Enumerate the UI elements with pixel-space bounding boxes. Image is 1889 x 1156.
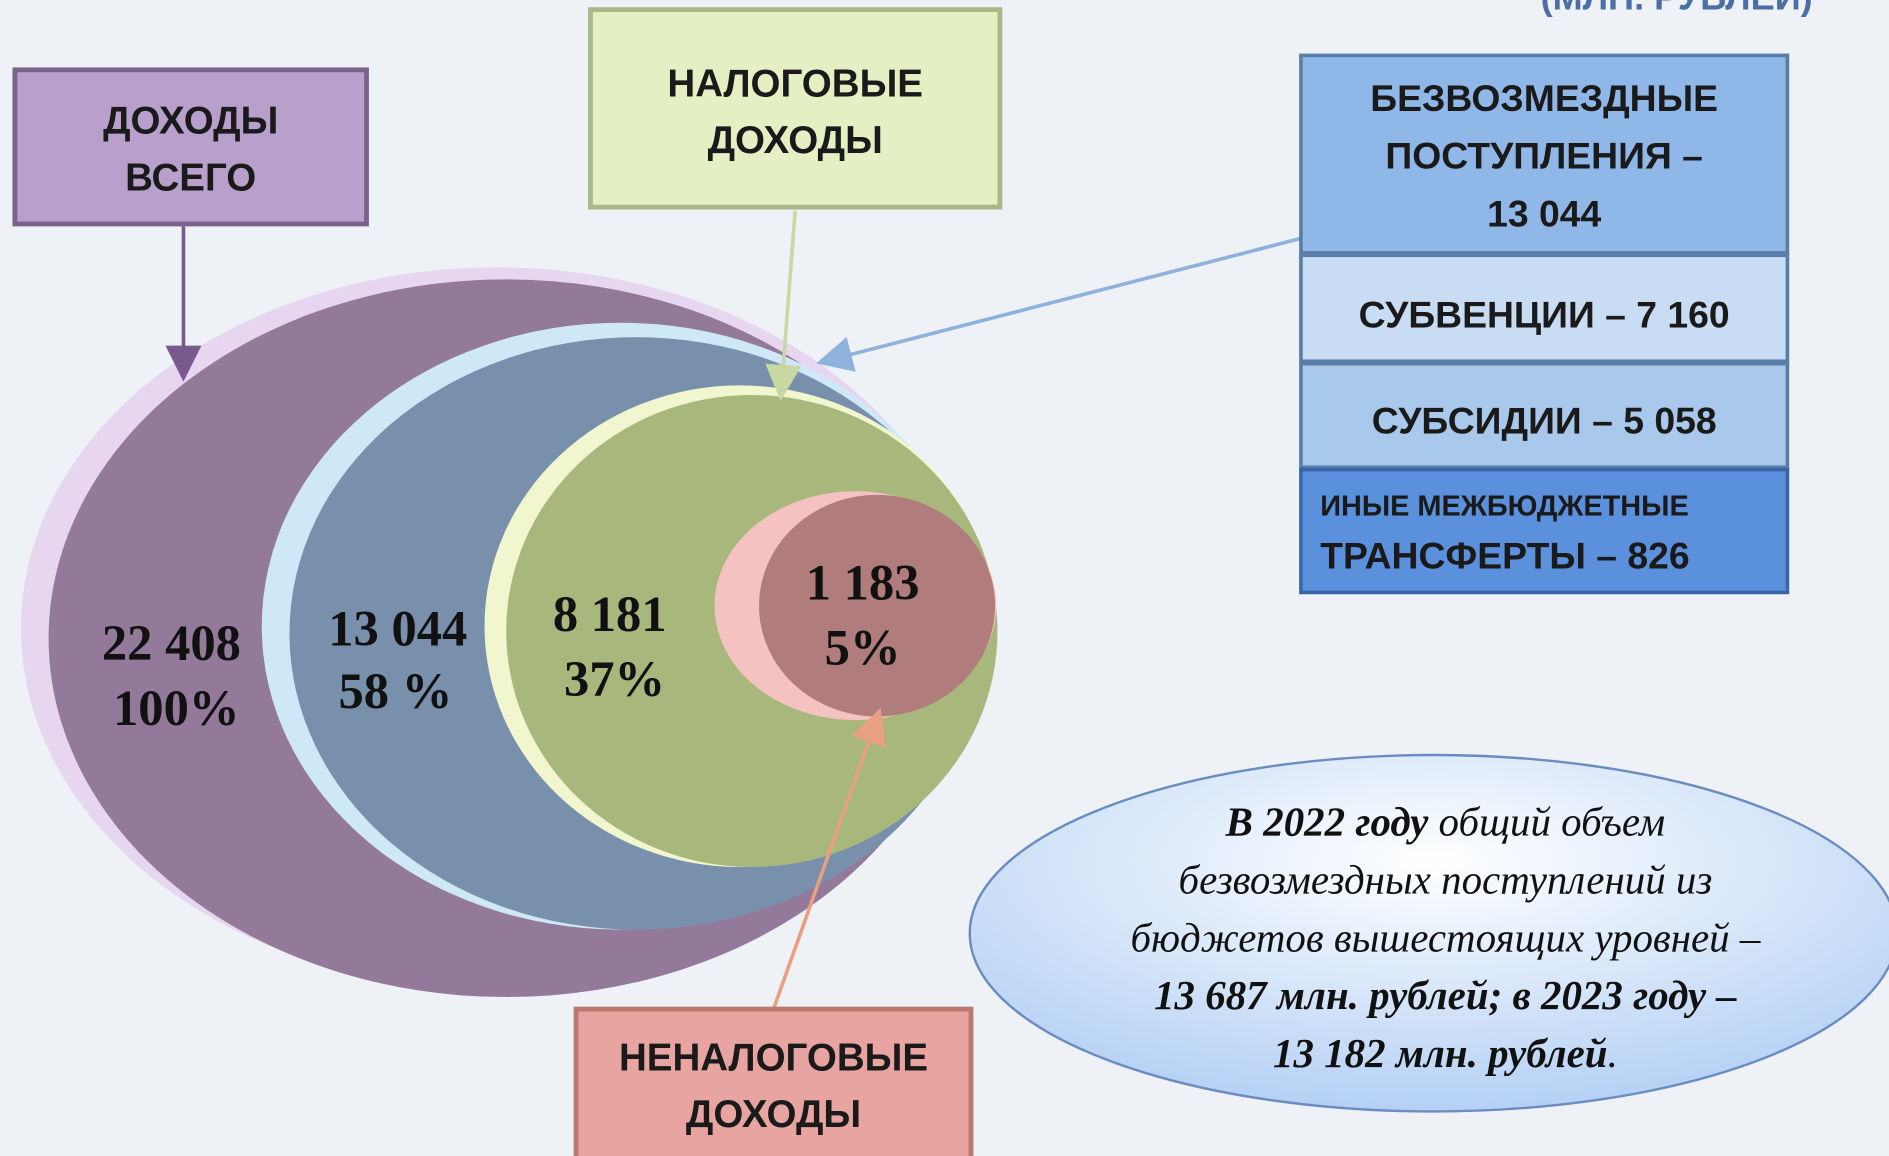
circle-percent: 100% bbox=[113, 680, 239, 736]
circle-value: 8 181 bbox=[553, 586, 667, 642]
circle-value: 22 408 bbox=[102, 615, 241, 671]
box-label: НЕНАЛОГОВЫЕ bbox=[619, 1037, 928, 1080]
note-text: бюджетов вышестоящих уровней – bbox=[1131, 915, 1761, 960]
transfers-item-box bbox=[1299, 361, 1790, 470]
note-text: безвозмездных поступлений из bbox=[1178, 857, 1712, 902]
transfers-item-box bbox=[1299, 253, 1790, 364]
note-ellipse bbox=[968, 753, 1889, 1113]
box-label: ВСЕГО bbox=[125, 156, 256, 199]
circle-percent: 5% bbox=[825, 620, 901, 676]
transfers-title: БЕЗВОЗМЕЗДНЫЕ bbox=[1370, 77, 1718, 119]
box-label: ДОХОДЫ bbox=[708, 119, 883, 162]
circle-percent: 58 % bbox=[339, 663, 453, 719]
transfers-title: 13 044 bbox=[1487, 192, 1601, 234]
note-line: 13 687 млн. рублей; в 2023 году – bbox=[1154, 973, 1737, 1018]
box-label: НАЛОГОВЫЕ bbox=[667, 62, 923, 105]
total-box bbox=[12, 67, 369, 227]
transfers-title: ПОСТУПЛЕНИЯ – bbox=[1385, 135, 1702, 177]
circle-percent: 37% bbox=[564, 651, 665, 707]
note-line: бюджетов вышестоящих уровней – bbox=[1131, 915, 1761, 960]
arrow bbox=[765, 210, 802, 401]
note-text: . bbox=[1608, 1031, 1618, 1076]
transfers-item: СУБВЕНЦИИ – 7 160 bbox=[1359, 294, 1730, 336]
transfers-other: ИНЫЕ МЕЖБЮДЖЕТНЫЕ bbox=[1320, 490, 1689, 522]
arrow bbox=[816, 236, 1302, 372]
note-text: общий объем bbox=[1428, 800, 1665, 845]
note: В 2022 году общий объем безвозмездных пос… bbox=[1131, 800, 1761, 1076]
transfers-other-box bbox=[1299, 467, 1790, 595]
box-label: ДОХОДЫ bbox=[686, 1093, 861, 1136]
circle-value: 1 183 bbox=[806, 555, 920, 611]
note-text: 13 687 млн. рублей; в 2023 году – bbox=[1154, 973, 1737, 1018]
transfers-title-box bbox=[1299, 53, 1790, 255]
unit-label: (МЛН. РУБЛЕЙ) bbox=[1541, 0, 1813, 18]
nontax-ellipse bbox=[759, 494, 996, 717]
box-label: ДОХОДЫ bbox=[103, 100, 278, 143]
arrow bbox=[771, 707, 886, 1010]
note-text: В 2022 году bbox=[1225, 800, 1429, 845]
tax-box bbox=[588, 7, 1003, 210]
nontax-box bbox=[573, 1006, 974, 1156]
transfers-item: СУБСИДИИ – 5 058 bbox=[1372, 400, 1717, 442]
note-line: 13 182 млн. рублей. bbox=[1273, 1031, 1618, 1076]
circle-value: 13 044 bbox=[328, 600, 467, 656]
note-text: 13 182 млн. рублей bbox=[1273, 1031, 1608, 1076]
note-line: В 2022 году общий объем bbox=[1225, 800, 1666, 845]
transfers-other: ТРАНСФЕРТЫ – 826 bbox=[1320, 534, 1689, 576]
note-line: безвозмездных поступлений из bbox=[1178, 857, 1712, 902]
